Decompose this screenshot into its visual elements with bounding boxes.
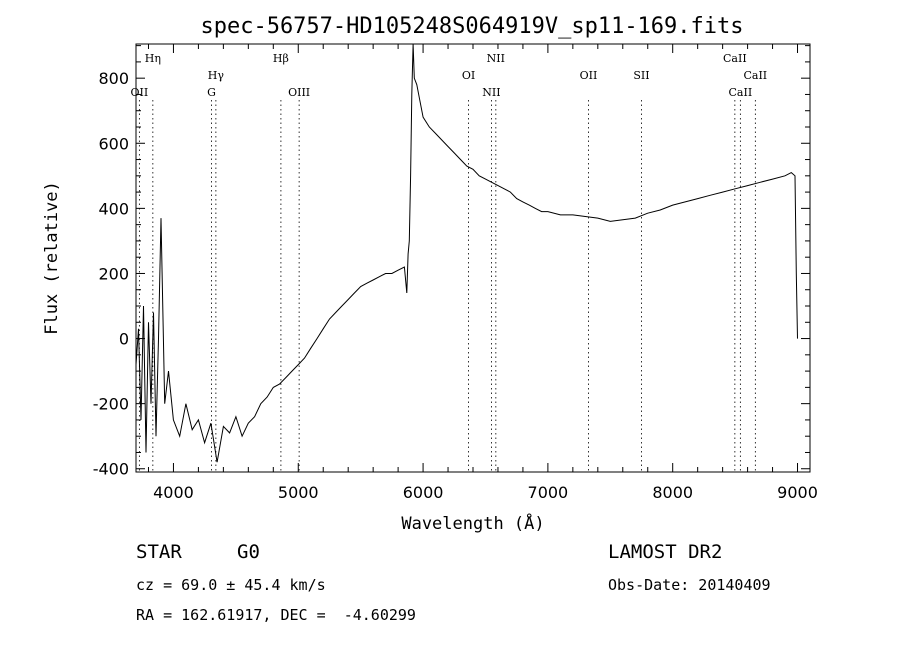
emission-line-label: CaII (723, 52, 747, 65)
spectrum-line (135, 43, 798, 463)
observation-date: Obs-Date: 20140409 (608, 576, 771, 594)
emission-line-label: CaII (729, 86, 753, 99)
survey-name: LAMOST DR2 (608, 541, 723, 563)
chart-title: spec-56757-HD105248S064919V_sp11-169.fit… (200, 14, 743, 39)
emission-line-label: OII (580, 69, 598, 82)
emission-line-label: Hη (145, 52, 161, 65)
y-tick-label: 600 (98, 134, 129, 153)
x-tick-label: 6000 (403, 483, 444, 502)
axis-ticks: 4000 5000 6000 7000 8000 9000 -400 -200 0 200 400 6… (93, 44, 818, 502)
x-tick-label: 8000 (652, 483, 693, 502)
y-tick-label: 400 (98, 199, 129, 218)
y-tick-label: 800 (98, 69, 129, 88)
x-tick-label: 7000 (528, 483, 569, 502)
x-tick-label: 9000 (777, 483, 818, 502)
emission-line-label: OIII (288, 86, 310, 99)
emission-line-label: Hβ (273, 52, 289, 65)
spectral-subclass: G0 (237, 541, 260, 563)
emission-line-label: OII (131, 86, 149, 99)
x-tick-label: 5000 (278, 483, 319, 502)
emission-line-label: G (207, 86, 216, 99)
sky-coordinates: RA = 162.61917, DEC = -4.60299 (136, 606, 416, 624)
x-tick-label: 4000 (153, 483, 194, 502)
emission-line-label: NII (487, 52, 505, 65)
plot-frame (135, 43, 811, 473)
emission-line-label: SII (633, 69, 649, 82)
y-tick-label: 200 (98, 264, 129, 283)
y-tick-label: -400 (93, 460, 129, 479)
data-series (135, 43, 798, 463)
object-class: STAR (136, 541, 182, 563)
emission-line-label: NII (482, 86, 500, 99)
y-tick-label: -200 (93, 395, 129, 414)
emission-line-label: Hγ (208, 69, 225, 82)
emission-lines: Hη OII Hγ G Hβ OIII NII OI NII OII SII CaII CaII CaII (131, 52, 767, 472)
x-axis-label: Wavelength (Å) (401, 512, 544, 534)
emission-line-label: OI (462, 69, 475, 82)
emission-line-label: CaII (743, 69, 767, 82)
y-axis-label: Flux (relative) (42, 181, 62, 335)
y-tick-label: 0 (119, 330, 129, 349)
redshift-value: cz = 69.0 ± 45.4 km/s (136, 576, 326, 594)
